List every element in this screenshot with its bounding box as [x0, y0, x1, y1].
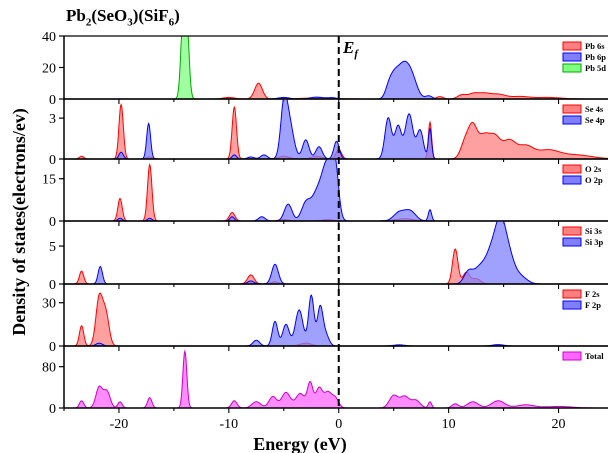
dos-area-pb-5d — [64, 36, 608, 99]
y-tick-label: 0 — [49, 340, 56, 355]
y-tick-label: 3 — [49, 112, 56, 127]
x-tick-label: -20 — [110, 417, 129, 432]
panel-5: 0 30 F 2sF 2p — [42, 283, 608, 355]
legend-swatch-se-4s — [562, 104, 582, 114]
legend-label-se-4p: Se 4p — [585, 115, 605, 125]
y-tick-label: 0 — [49, 402, 56, 417]
dos-area-si-3p — [64, 221, 608, 284]
legend-label-f-2s: F 2s — [585, 289, 600, 299]
legend-swatch-total — [562, 351, 582, 361]
panel-series-5 — [64, 292, 608, 346]
legend-label-se-4s: Se 4s — [585, 104, 604, 114]
legend-swatch-o-2p — [562, 175, 582, 185]
dos-area-f-2p — [64, 294, 608, 346]
y-tick-label: 0 — [49, 278, 56, 293]
y-tick-label: 30 — [42, 297, 56, 312]
y-tick-label: 0 — [49, 93, 56, 108]
legend-label-pb-6p: Pb 6p — [585, 52, 606, 62]
title-pb: Pb — [66, 6, 86, 25]
panel-series-6 — [64, 349, 608, 408]
legend-swatch-pb-6p — [562, 52, 582, 62]
panel-series-3 — [64, 159, 608, 221]
dos-area-total — [64, 349, 608, 408]
fermi-sub: f — [354, 48, 359, 60]
title-sif: )(SiF — [132, 6, 169, 25]
legend-swatch-si-3p — [562, 237, 582, 247]
title-sub-6: 6 — [168, 16, 175, 29]
y-tick-label: 15 — [42, 173, 56, 188]
y-tick-label: 80 — [42, 361, 56, 376]
dos-area-pb-6s — [64, 82, 608, 99]
legend-label-o-2p: O 2p — [585, 175, 603, 185]
legend-label-pb-6s: Pb 6s — [585, 41, 605, 51]
y-axis-label: Density of states(electrons/ev) — [9, 108, 30, 336]
legend-label-pb-5d: Pb 5d — [585, 63, 606, 73]
legend-label-f-2p: F 2p — [585, 300, 601, 310]
panel-6: 0 80 Total — [42, 345, 608, 417]
panel-3: 0 15 O 2sO 2p — [42, 158, 608, 230]
dos-area-pb-6p — [64, 60, 608, 99]
x-axis-label: Energy (eV) — [253, 434, 346, 453]
fermi-e: E — [342, 38, 354, 57]
y-tick-label: 5 — [49, 240, 56, 255]
legend-swatch-pb-6s — [562, 41, 582, 51]
title-seo: (SeO — [91, 6, 128, 25]
legend-swatch-se-4p — [562, 115, 582, 125]
x-tick-label: -10 — [220, 417, 239, 432]
x-tick-label: 20 — [552, 417, 566, 432]
y-tick-label: 40 — [42, 30, 56, 45]
title-sub-2: 2 — [85, 16, 92, 29]
x-tick-label: 0 — [335, 417, 342, 432]
panel-series-4 — [64, 221, 608, 284]
legend-label-si-3s: Si 3s — [585, 226, 602, 236]
dos-area-f-2s — [64, 292, 608, 346]
legend-label-total: Total — [585, 351, 604, 361]
y-tick-label: 0 — [49, 153, 56, 168]
x-tick-label: 10 — [442, 417, 456, 432]
legend-swatch-f-2s — [562, 289, 582, 299]
legend-swatch-o-2s — [562, 164, 582, 174]
panel-series-1 — [64, 36, 608, 99]
title-sub-3: 3 — [127, 16, 133, 29]
legend-label-o-2s: O 2s — [585, 164, 602, 174]
y-tick-label: 0 — [49, 215, 56, 230]
chart-title: Pb2(SeO3)(SiF6) — [66, 6, 180, 28]
panel-series-2 — [64, 99, 608, 159]
legend-swatch-pb-5d — [562, 63, 582, 73]
legend-swatch-f-2p — [562, 300, 582, 310]
title-close: ) — [174, 6, 180, 25]
y-tick-label: 20 — [42, 62, 56, 77]
fermi-level-label: Ef — [342, 38, 359, 60]
legend-swatch-si-3s — [562, 226, 582, 236]
legend-label-si-3p: Si 3p — [585, 237, 603, 247]
